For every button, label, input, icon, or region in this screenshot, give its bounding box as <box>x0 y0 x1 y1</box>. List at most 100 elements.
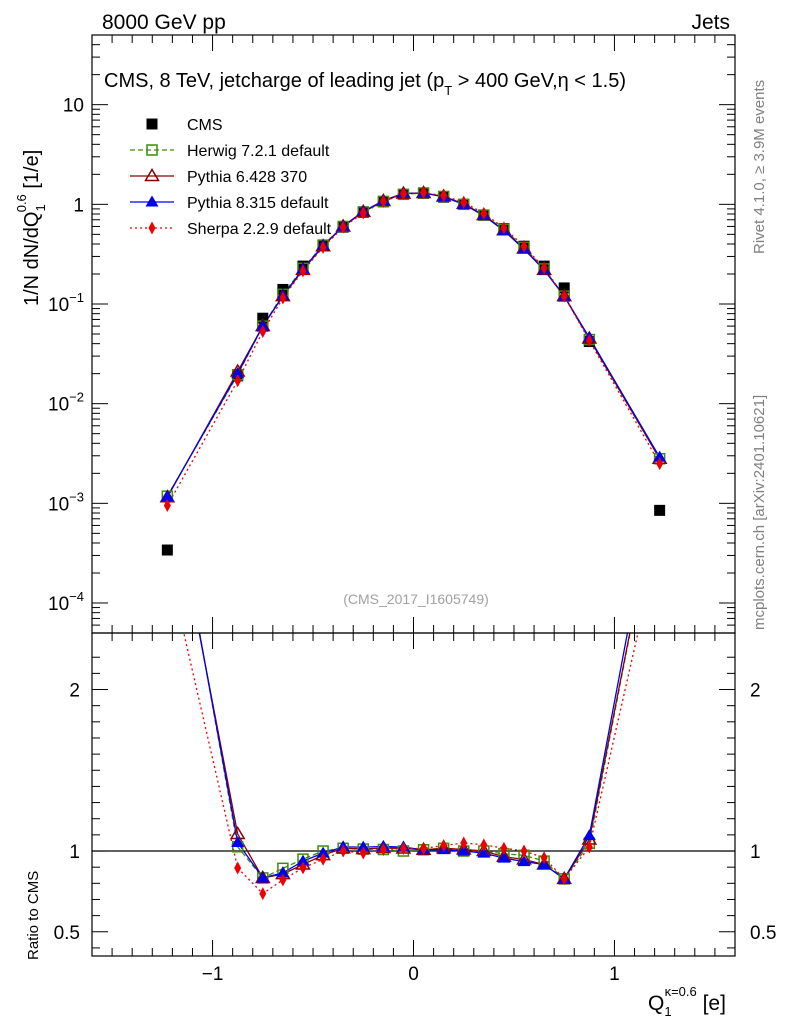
data-point-square-filled <box>161 544 173 556</box>
xlabel-b: [e] <box>697 992 726 1015</box>
ylabel-sub: 1 <box>33 204 48 211</box>
data-point-diamond-filled <box>585 334 593 348</box>
x-axis-label: Q1 κ=0.6 [e] <box>648 984 726 1019</box>
ylabel-a: 1/N dN/dQ <box>21 212 43 306</box>
ratio-tick-label-right: 2 <box>750 681 761 702</box>
data-point-triangle-filled <box>582 829 596 841</box>
data-point-diamond-filled <box>500 841 508 855</box>
data-point-diamond-filled <box>299 861 307 875</box>
data-point-triangle-filled <box>497 851 511 863</box>
y-axis-label-ratio: Ratio to CMS <box>25 871 42 960</box>
data-point-diamond-filled <box>319 852 327 866</box>
xlabel-a: Q <box>648 992 664 1015</box>
data-point-diamond-filled <box>379 843 387 857</box>
data-point-triangle-filled <box>231 836 245 848</box>
title-part-b: > 400 GeV,η < 1.5) <box>452 70 626 92</box>
data-point-diamond-filled <box>259 887 267 901</box>
legend-label: Sherpa 2.2.9 default <box>187 221 332 238</box>
mcplots-label: mcplots.cern.ch [arXiv:2401.10621] <box>751 395 768 630</box>
chart-title: CMS, 8 TeV, jetcharge of leading jet (pT… <box>104 70 626 98</box>
data-point-diamond-filled <box>440 839 448 853</box>
data-point-triangle-filled <box>316 846 330 858</box>
ratio-frame <box>91 632 736 957</box>
ratio-tick-label-right: 1 <box>750 842 761 863</box>
data-point-triangle-open <box>144 168 160 182</box>
header-right: Jets <box>691 11 730 34</box>
y-tick-label: 10−3 <box>48 489 84 515</box>
xlabel-sub: 1 <box>664 1004 671 1019</box>
data-point-diamond-filled <box>500 221 508 235</box>
data-point-diamond-filled <box>319 240 327 254</box>
data-point-diamond-filled <box>540 261 548 275</box>
data-point-triangle-filled <box>161 450 174 461</box>
data-point-triangle-filled <box>145 195 159 207</box>
y-tick-label: 10 <box>63 96 84 117</box>
legend: CMS Herwig 7.2.1 default Pythia 6.428 370 P… <box>130 117 332 238</box>
y-tick-label: 1 <box>73 195 84 216</box>
data-point-diamond-filled <box>480 838 488 852</box>
data-point-triangle-filled <box>276 866 290 878</box>
data-point-diamond-filled <box>359 846 367 860</box>
ylabel-b: [1/e] <box>21 150 43 194</box>
data-point-diamond-filled <box>163 499 171 513</box>
data-point-diamond-filled <box>339 844 347 858</box>
data-point-triangle-filled <box>653 450 667 462</box>
analysis-label: (CMS_2017_I1605749) <box>343 591 489 607</box>
legend-label: Herwig 7.2.1 default <box>187 143 330 160</box>
axes: −1 0 1 10 1 10−1 10−2 10−3 10−4 2 2 1 1 0.5 0.5 <box>48 34 776 985</box>
ratio-plot <box>161 447 663 901</box>
ratio-tick-label: 1 <box>69 842 80 863</box>
ratio-line <box>198 633 629 880</box>
ratio-tick-label: 0.5 <box>54 923 80 944</box>
ratio-tick-label-right: 0.5 <box>750 923 776 944</box>
data-point-square-open <box>146 144 158 156</box>
data-point-diamond-filled <box>339 220 347 234</box>
data-point-triangle-filled <box>160 490 174 502</box>
data-point-diamond-filled <box>279 291 287 305</box>
series-line <box>166 191 661 506</box>
data-point-diamond-filled <box>480 206 488 220</box>
data-point-triangle-filled <box>517 855 531 867</box>
data-point-triangle-filled <box>457 844 471 856</box>
y-axis-label-main: 1/N dN/dQ1 0.6 [1/e] <box>14 150 48 306</box>
data-point-diamond-filled <box>379 194 387 208</box>
data-point-square-filled <box>146 118 158 130</box>
xlabel-sup: κ=0.6 <box>665 984 697 999</box>
data-point-diamond-filled <box>299 264 307 278</box>
data-point-diamond-filled <box>420 186 428 200</box>
data-point-diamond-filled <box>234 861 242 875</box>
legend-label: Pythia 8.315 default <box>187 195 329 212</box>
data-point-diamond-filled <box>520 239 528 253</box>
ratio-line <box>198 633 631 880</box>
x-tick-label: −1 <box>202 964 224 985</box>
data-point-diamond-filled <box>440 189 448 203</box>
data-point-square-filled <box>558 282 570 294</box>
legend-label: Pythia 6.428 370 <box>187 169 307 186</box>
data-point-diamond-filled <box>399 841 407 855</box>
data-point-diamond-filled <box>148 221 156 235</box>
title-part-a: CMS, 8 TeV, jetcharge of leading jet (p <box>104 70 444 92</box>
data-point-diamond-filled <box>520 844 528 858</box>
data-point-diamond-filled <box>259 324 267 338</box>
data-point-square-open <box>162 447 172 457</box>
y-tick-label: 10−2 <box>48 390 84 416</box>
main-plot <box>159 185 668 556</box>
rivet-label: Rivet 4.1.0, ≥ 3.9M events <box>751 80 768 254</box>
x-tick-label: 1 <box>609 964 620 985</box>
data-point-triangle-filled <box>356 840 370 852</box>
data-point-diamond-filled <box>460 836 468 850</box>
data-point-diamond-filled <box>234 374 242 388</box>
data-point-diamond-filled <box>585 840 593 854</box>
data-point-triangle-filled <box>477 846 491 858</box>
y-tick-label: 10−1 <box>48 290 84 316</box>
data-point-diamond-filled <box>420 842 428 856</box>
data-point-diamond-filled <box>560 872 568 886</box>
data-point-triangle-filled <box>231 367 245 379</box>
data-point-triangle-filled <box>256 871 270 883</box>
data-point-diamond-filled <box>656 531 663 544</box>
ylabel-sup: 0.6 <box>14 194 29 212</box>
data-point-triangle-filled <box>296 854 310 866</box>
data-point-diamond-filled <box>399 187 407 201</box>
ratio-line <box>198 633 631 880</box>
